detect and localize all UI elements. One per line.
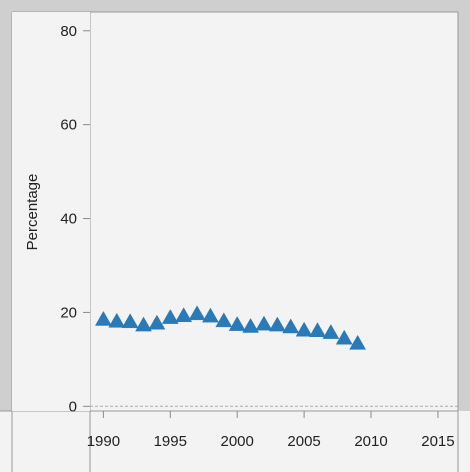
data-point-marker <box>215 312 233 328</box>
y-tick-label: 80 <box>60 23 77 40</box>
x-tick-label: 2000 <box>221 433 254 450</box>
data-points <box>94 305 367 350</box>
y-tick-label: 0 <box>69 398 77 415</box>
x-tick-label: 2010 <box>354 433 387 450</box>
data-point-marker <box>148 314 166 330</box>
data-point-marker <box>242 318 260 333</box>
y-tick-label: 20 <box>60 304 77 321</box>
data-point-marker <box>188 305 206 321</box>
data-point-marker <box>94 310 112 326</box>
y-tick-label: 60 <box>60 117 77 134</box>
data-point-marker <box>161 309 179 324</box>
x-axis-ticks: 1990 1995 2000 2005 2010 2015 <box>87 411 455 450</box>
plot-area <box>90 12 458 472</box>
data-point-marker <box>349 334 367 350</box>
y-axis-label: Percentage <box>24 174 41 251</box>
data-point-marker <box>175 307 193 322</box>
data-point-marker <box>228 316 246 331</box>
x-tick-label: 1995 <box>154 433 187 450</box>
y-axis-ticks: 0 20 40 60 80 <box>60 23 90 415</box>
y-tick-label: 40 <box>60 211 77 228</box>
data-point-marker <box>282 318 300 334</box>
x-tick-label: 2015 <box>421 433 454 450</box>
data-point-marker <box>322 324 340 339</box>
data-point-marker <box>268 316 286 332</box>
data-point-marker <box>202 307 219 323</box>
data-point-marker <box>295 321 313 337</box>
data-point-marker <box>121 313 139 329</box>
data-point-marker <box>135 316 152 332</box>
y-label-panel <box>12 12 90 411</box>
data-point-marker <box>255 315 273 331</box>
x-axis-band <box>0 411 470 472</box>
x-tick-label: 2005 <box>287 433 320 450</box>
data-point-marker <box>108 312 126 328</box>
data-point-marker <box>335 329 353 345</box>
x-tick-label: 1990 <box>87 433 120 450</box>
data-point-marker <box>309 322 326 337</box>
